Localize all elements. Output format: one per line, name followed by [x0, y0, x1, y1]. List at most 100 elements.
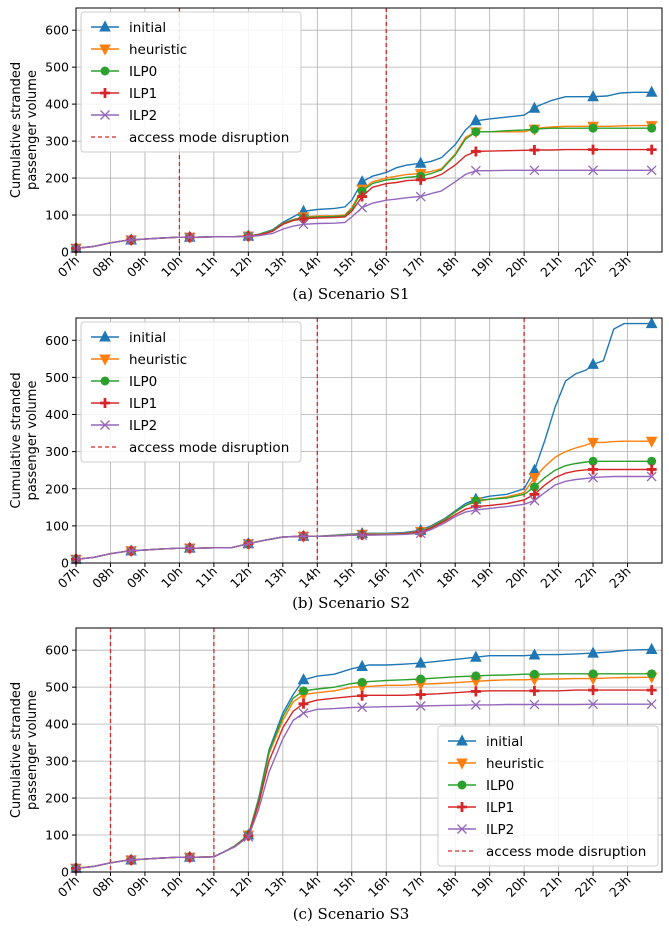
series-marker-ILP2 — [126, 545, 137, 556]
legend-label: initial — [129, 330, 166, 346]
x-tick-label: 12h — [227, 253, 254, 280]
series-marker-initial — [414, 656, 427, 668]
x-tick-label: 19h — [468, 873, 495, 900]
series-marker-ILP0 — [647, 456, 657, 466]
legend-marker-ILP1 — [100, 398, 110, 408]
y-tick-label: 600 — [45, 23, 69, 38]
series-marker-ILP0 — [471, 496, 481, 506]
series-marker-ILP2 — [357, 530, 368, 541]
legend-marker-initial — [99, 20, 111, 32]
series-marker-ILP1 — [415, 689, 426, 700]
x-tick-label: 12h — [227, 564, 254, 591]
legend-marker-ILP2 — [100, 420, 110, 430]
x-tick-label: 15h — [330, 873, 357, 900]
x-tick-label: 18h — [434, 564, 461, 591]
series-marker-initial — [470, 650, 482, 662]
y-tick-label: 600 — [45, 643, 69, 658]
series-marker-ILP2 — [415, 528, 426, 539]
y-tick-label: 0 — [61, 245, 69, 260]
x-tick-label: 21h — [537, 564, 564, 591]
series-marker-ILP1 — [470, 146, 481, 157]
legend: initial heuristic ILP0 ILP1 ILP2 access mode … — [80, 11, 302, 153]
legend-marker-ILP1 — [100, 88, 110, 98]
panel-caption: (a) Scenario S1 — [292, 285, 409, 303]
series-marker-ILP0 — [529, 482, 539, 492]
series-marker-ILP1 — [529, 145, 540, 156]
x-tick-label: 13h — [261, 564, 288, 591]
legend-marker-ILP0 — [457, 780, 467, 790]
y-tick-label: 200 — [45, 791, 69, 806]
series-marker-ILP2 — [470, 504, 481, 515]
series-marker-initial — [297, 673, 310, 685]
series-marker-ILP2 — [588, 472, 599, 483]
x-tick-label: 22h — [572, 873, 599, 900]
legend-marker-heuristic — [456, 758, 468, 770]
legend-box — [80, 11, 302, 153]
series-marker-ILP2 — [529, 699, 540, 710]
series-marker-ILP0 — [647, 669, 657, 679]
series-marker-ILP1 — [588, 685, 599, 696]
series-marker-initial — [587, 357, 599, 369]
legend-label: heuristic — [129, 352, 187, 368]
series-marker-ILP2 — [184, 852, 195, 863]
series-marker-initial — [528, 463, 541, 475]
series-line-ILP2 — [75, 169, 652, 249]
x-tick-label: 08h — [89, 873, 116, 900]
series-marker-ILP1 — [529, 685, 540, 696]
x-tick-label: 07h — [55, 253, 82, 280]
series-marker-initial — [528, 648, 541, 660]
y-tick-label: 100 — [45, 208, 69, 223]
series-marker-ILP2 — [126, 854, 137, 865]
series-marker-ILP2 — [646, 699, 657, 710]
x-tick-label: 09h — [124, 253, 151, 280]
x-tick-label: 09h — [124, 564, 151, 591]
chart-panel-3: 0 100 200 300 400 500 600 07h 08h 09h 10h 11h 12h 13h… — [9, 627, 663, 923]
series-marker-ILP0 — [588, 456, 598, 466]
legend-label: ILP0 — [129, 64, 157, 80]
legend-marker-heuristic — [99, 354, 111, 366]
series-marker-ILP2 — [298, 219, 309, 230]
x-tick-label: 13h — [261, 873, 288, 900]
series-marker-ILP1 — [646, 144, 657, 155]
series-marker-ILP0 — [471, 671, 481, 681]
series-marker-ILP2 — [243, 831, 254, 842]
y-tick-label: 400 — [45, 407, 69, 422]
x-tick-label: 16h — [365, 873, 392, 900]
series-line-ILP2 — [75, 703, 652, 869]
chart-panel-2: 0 100 200 300 400 500 600 07h 08h 09h 10h 11h 12h 13h… — [9, 316, 663, 612]
series-marker-initial — [470, 114, 482, 126]
x-tick-label: 11h — [193, 873, 220, 900]
series-marker-ILP1 — [529, 489, 540, 500]
series-marker-ILP1 — [298, 698, 309, 709]
x-tick-label: 20h — [503, 873, 530, 900]
x-tick-label: 08h — [89, 253, 116, 280]
legend-label: heuristic — [486, 756, 544, 772]
series-marker-ILP1 — [588, 144, 599, 155]
chart-panel-1: 0 100 200 300 400 500 600 07h 08h 09h 10h 11h 12h 13h… — [9, 7, 663, 303]
y-tick-label: 500 — [45, 60, 69, 75]
series-line-ILP0 — [75, 460, 652, 560]
axes-frame — [75, 627, 663, 873]
series-marker-ILP1 — [588, 464, 599, 475]
legend-marker-ILP1 — [457, 802, 467, 812]
legend-label: access mode disruption — [486, 844, 646, 860]
legend-label: access mode disruption — [129, 440, 289, 456]
series-marker-ILP0 — [357, 677, 367, 687]
x-tick-label: 08h — [89, 564, 116, 591]
series-marker-ILP2 — [415, 191, 426, 202]
x-tick-label: 14h — [296, 873, 323, 900]
x-tick-label: 23h — [606, 253, 633, 280]
x-tick-label: 12h — [227, 873, 254, 900]
y-tick-label: 0 — [61, 556, 69, 571]
series-marker-ILP0 — [357, 186, 367, 196]
y-tick-label: 300 — [45, 754, 69, 769]
y-tick-label: 100 — [45, 828, 69, 843]
y-tick-label: 300 — [45, 444, 69, 459]
y-tick-label: 200 — [45, 171, 69, 186]
series-marker-initial — [356, 659, 368, 671]
series-marker-ILP2 — [470, 699, 481, 710]
x-tick-label: 07h — [55, 873, 82, 900]
series-marker-ILP1 — [415, 174, 426, 185]
series-marker-initial — [414, 156, 427, 168]
x-tick-label: 10h — [158, 253, 185, 280]
